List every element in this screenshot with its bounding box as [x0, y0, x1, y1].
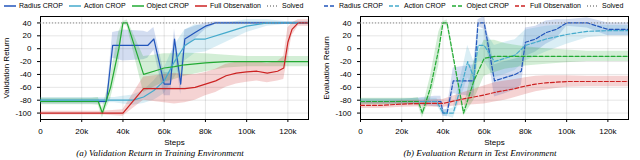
svg-text:-100: -100: [15, 109, 32, 118]
svg-text:40k: 40k: [437, 127, 451, 136]
html-text:Action CROP: Action CROP: [84, 2, 126, 9]
svg-text:-20: -20: [340, 57, 352, 66]
svg-text:Steps: Steps: [164, 138, 184, 147]
svg-text:Evaluation Return: Evaluation Return: [322, 36, 331, 100]
svg-text:80k: 80k: [519, 127, 533, 136]
svg-text:0: 0: [27, 44, 32, 53]
svg-text:-80: -80: [20, 96, 32, 105]
svg-text:-40: -40: [340, 70, 352, 79]
svg-text:20: 20: [23, 31, 32, 40]
svg-text:40: 40: [343, 18, 352, 27]
html-text:Radius CROP: Radius CROP: [339, 2, 383, 9]
svg-text:100k: 100k: [238, 127, 256, 136]
html-text:Action CROP: Action CROP: [404, 2, 446, 9]
html-text:Full Observation: Full Observation: [530, 2, 581, 9]
svg-text:0: 0: [347, 44, 352, 53]
svg-text:-60: -60: [340, 83, 352, 92]
svg-text:0: 0: [358, 127, 363, 136]
svg-text:-20: -20: [20, 57, 32, 66]
svg-text:60k: 60k: [478, 127, 492, 136]
svg-text:20k: 20k: [75, 127, 89, 136]
svg-text:0: 0: [38, 127, 43, 136]
html-text:Object CROP: Object CROP: [146, 2, 189, 9]
svg-text:-60: -60: [20, 83, 32, 92]
svg-text:20k: 20k: [395, 127, 409, 136]
svg-text:100k: 100k: [558, 127, 576, 136]
svg-text:80k: 80k: [199, 127, 213, 136]
html-text:Radius CROP: Radius CROP: [19, 2, 63, 9]
svg-text:60k: 60k: [158, 127, 172, 136]
svg-text:40: 40: [23, 18, 32, 27]
svg-text:40k: 40k: [117, 127, 131, 136]
svg-text:120k: 120k: [279, 127, 297, 136]
svg-text:-80: -80: [340, 96, 352, 105]
svg-text:Validation Return: Validation Return: [2, 38, 11, 99]
svg-text:20: 20: [343, 31, 352, 40]
svg-text:120k: 120k: [599, 127, 617, 136]
html-text:Solved: Solved: [602, 2, 624, 9]
html-text:Solved: Solved: [282, 2, 304, 9]
html-text:Object CROP: Object CROP: [466, 2, 509, 9]
html-text:(b) Evaluation Return in Test: (b) Evaluation Return in Test Environmen…: [403, 148, 557, 158]
html-text:(a) Validation Return in Train: (a) Validation Return in Training Enviro…: [76, 148, 244, 158]
svg-text:-100: -100: [335, 109, 352, 118]
html-text:Full Observation: Full Observation: [210, 2, 261, 9]
svg-text:Steps: Steps: [484, 138, 504, 147]
svg-text:-40: -40: [20, 70, 32, 79]
